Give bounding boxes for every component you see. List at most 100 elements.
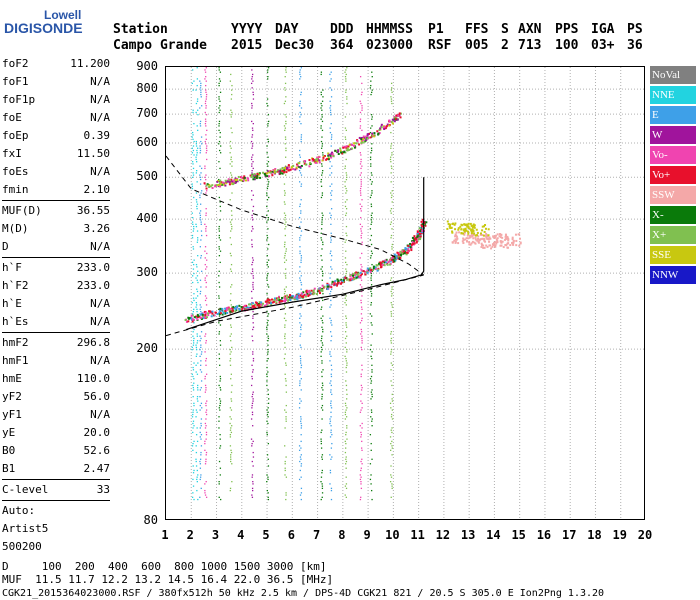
noise-point: [370, 152, 372, 154]
noise-point: [284, 306, 286, 308]
noise-point: [360, 487, 363, 490]
noise-point: [299, 469, 301, 472]
noise-point: [284, 156, 287, 158]
hdr-value-ps: 36: [627, 38, 643, 53]
es-point: [474, 242, 477, 245]
noise-point: [192, 138, 194, 140]
legend-item-ssw: SSW: [650, 186, 696, 204]
es-point: [500, 244, 503, 247]
trace-point: [299, 294, 302, 297]
noise-point: [191, 187, 194, 190]
noise-point: [391, 427, 393, 429]
noise-point: [345, 192, 347, 194]
trace-point: [414, 238, 417, 241]
noise-point: [205, 143, 207, 145]
trace-point: [359, 274, 362, 277]
noise-point: [389, 402, 392, 404]
noise-point: [206, 259, 208, 261]
noise-point: [360, 306, 363, 308]
noise-point: [371, 498, 373, 501]
noise-point: [285, 248, 287, 250]
noise-point: [360, 172, 362, 174]
noise-point: [252, 360, 255, 362]
trace-point: [309, 162, 312, 165]
noise-point: [391, 154, 393, 156]
noise-point: [191, 152, 194, 154]
noise-point: [390, 156, 392, 158]
es-point: [462, 229, 465, 232]
noise-point: [345, 317, 348, 319]
noise-point: [191, 136, 193, 138]
noise-point: [330, 123, 332, 125]
noise-point: [300, 492, 303, 494]
trace-point: [321, 284, 324, 287]
noise-point: [231, 165, 233, 167]
noise-point: [251, 474, 254, 476]
trace-point: [282, 300, 285, 303]
noise-point: [345, 342, 347, 344]
noise-point: [345, 371, 348, 373]
noise-point: [191, 234, 194, 237]
noise-point: [196, 279, 198, 281]
trace-point: [268, 301, 271, 304]
noise-point: [205, 373, 208, 375]
noise-point: [390, 212, 392, 214]
noise-point: [390, 290, 392, 293]
noise-point: [230, 219, 233, 221]
trace-point: [349, 274, 352, 277]
noise-point: [205, 404, 207, 407]
noise-point: [361, 243, 363, 246]
noise-point: [300, 346, 302, 349]
noise-point: [193, 299, 195, 302]
noise-point: [219, 105, 221, 107]
x-tick-label: 9: [363, 528, 371, 542]
trace-point: [341, 281, 344, 284]
noise-point: [200, 257, 202, 259]
es-point: [494, 244, 497, 247]
es-point: [477, 241, 480, 244]
trace-point: [254, 301, 257, 304]
noise-point: [204, 378, 206, 380]
noise-point: [346, 407, 348, 409]
noise-point: [195, 445, 197, 447]
trace-point: [191, 320, 194, 323]
param-row: yF1 N/A: [2, 406, 110, 424]
noise-point: [391, 483, 393, 485]
noise-point: [267, 210, 269, 212]
es-point: [462, 239, 465, 242]
noise-point: [284, 87, 286, 89]
param-key: C-level: [2, 483, 49, 496]
noise-point: [320, 73, 322, 76]
noise-point: [266, 275, 269, 277]
noise-point: [329, 212, 331, 214]
trace-point: [198, 315, 201, 318]
noise-point: [252, 369, 254, 371]
noise-point: [267, 492, 269, 494]
noise-point: [193, 272, 195, 275]
trace-point: [328, 153, 331, 156]
noise-point: [266, 489, 269, 492]
param-key: yF1: [2, 408, 22, 421]
legend-item-x-minus: X-: [650, 206, 696, 224]
noise-point: [195, 158, 197, 161]
noise-point: [359, 127, 361, 129]
noise-point: [205, 120, 207, 123]
trace-point: [238, 179, 241, 182]
noise-point: [196, 154, 198, 156]
noise-point: [196, 481, 198, 483]
param-key: yF2: [2, 390, 22, 403]
trace-point: [200, 317, 203, 320]
noise-point: [251, 335, 253, 337]
noise-point: [230, 454, 232, 456]
noise-point: [219, 210, 222, 212]
noise-point: [370, 449, 372, 451]
trace-point: [303, 160, 306, 163]
noise-point: [345, 315, 347, 317]
es-point: [506, 236, 509, 239]
noise-point: [390, 192, 392, 194]
noise-point: [370, 295, 373, 297]
trace-point: [350, 277, 353, 280]
trace-point: [321, 287, 324, 290]
noise-point: [390, 145, 392, 147]
trace-point: [206, 316, 209, 319]
